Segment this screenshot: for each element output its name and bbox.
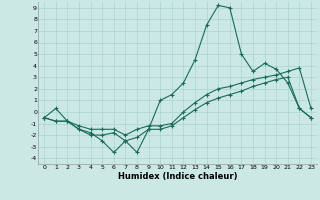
- X-axis label: Humidex (Indice chaleur): Humidex (Indice chaleur): [118, 172, 237, 181]
